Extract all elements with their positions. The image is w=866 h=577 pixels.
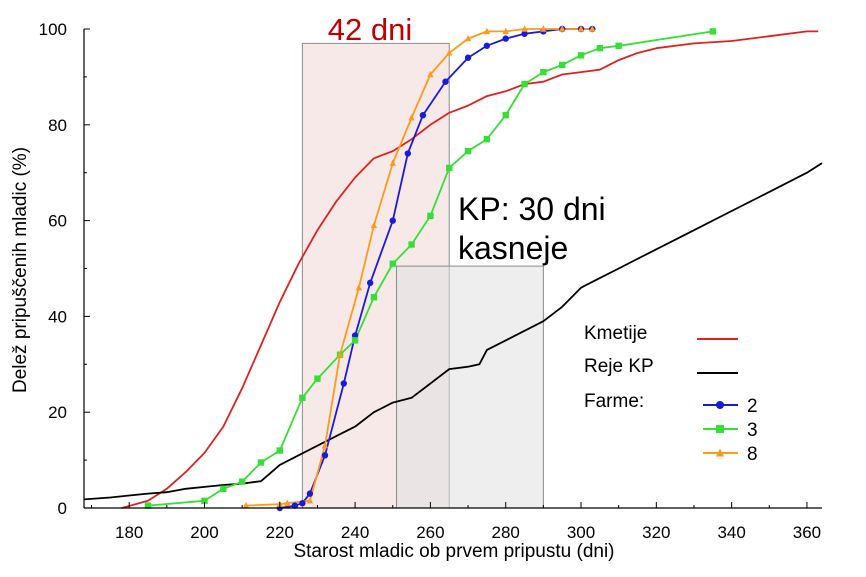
- data-point-2-16: [521, 30, 528, 37]
- x-tick-label-340: 340: [717, 523, 745, 542]
- y-tick-label-20: 20: [48, 403, 67, 422]
- data-point-2-8: [366, 279, 374, 287]
- data-point-3-3: [220, 485, 227, 493]
- legend-label-reje-kp: Reje KP: [584, 356, 654, 377]
- data-point-3-25: [709, 28, 717, 35]
- annotation-kp-30-dni: KP: 30 dni: [458, 191, 606, 227]
- x-tick-label-300: 300: [567, 523, 595, 542]
- annotation-42-dni: 42 dni: [328, 12, 412, 47]
- data-point-8-8: [370, 221, 378, 229]
- series-line-reje-kp: [83, 162, 823, 501]
- data-point-8-3: [284, 499, 291, 506]
- data-point-8-14: [483, 27, 491, 35]
- legend: Kmetije Reje KP Farme: 2 3 8: [584, 323, 758, 465]
- data-point-3-24: [615, 42, 622, 49]
- data-point-8-4: [306, 497, 314, 504]
- data-point-3-5: [257, 459, 265, 466]
- data-point-2-6: [340, 380, 348, 387]
- data-point-8-9: [389, 159, 396, 166]
- y-tick-label-80: 80: [48, 116, 67, 135]
- data-point-3-10: [351, 337, 359, 344]
- data-point-8-15: [502, 27, 509, 35]
- axes: [83, 28, 822, 509]
- data-point-8-7: [355, 283, 363, 291]
- legend-marker-farm-8: [716, 448, 724, 457]
- data-point-8-12: [446, 49, 453, 56]
- data-point-3-7: [299, 394, 306, 402]
- data-point-2-11: [419, 112, 427, 119]
- data-point-8-17: [540, 25, 547, 32]
- series-line-kmetije: [121, 30, 819, 509]
- data-point-3-4: [238, 478, 246, 485]
- legend-marker-entries: 2 3 8: [703, 396, 758, 465]
- shaded-region-2: [396, 265, 544, 509]
- data-point-2-9: [389, 217, 396, 224]
- data-point-3-1: [144, 502, 152, 509]
- legend-group-title: Farme:: [584, 391, 644, 412]
- y-tick-label-60: 60: [48, 212, 67, 231]
- data-point-3-6: [276, 447, 283, 454]
- data-point-2-4: [306, 490, 314, 497]
- legend-marker-farm-3: [716, 425, 724, 433]
- data-point-8-11: [427, 70, 434, 78]
- data-point-2-12: [442, 78, 449, 85]
- data-point-3-15: [446, 164, 453, 172]
- data-point-8-1: [242, 501, 250, 509]
- data-point-2-13: [464, 54, 472, 61]
- y-tick-label-100: 100: [39, 20, 67, 39]
- legend-label-farm-2: 2: [747, 396, 758, 417]
- data-point-3-12: [389, 260, 396, 267]
- x-tick-label-220: 220: [266, 523, 294, 542]
- data-point-3-16: [464, 147, 472, 155]
- tick-labels: 180 200 220 240 260 280 300 320 340 360 0 20 40 60 80 1…: [39, 20, 822, 542]
- series-line-8: [245, 28, 593, 507]
- y-axis-label: Delež pripuščenih mladic (%): [10, 147, 31, 393]
- data-point-8-20: [589, 25, 596, 32]
- x-tick-label-180: 180: [115, 523, 143, 542]
- data-point-2-10: [404, 150, 412, 157]
- data-point-8-6: [336, 351, 344, 358]
- data-point-3-18: [502, 112, 509, 119]
- data-point-3-13: [408, 241, 415, 248]
- annotation-kasneje: kasneje: [458, 230, 568, 266]
- data-point-8-18: [558, 25, 566, 32]
- data-point-3-8: [314, 375, 321, 382]
- legend-label-farm-8: 8: [747, 444, 758, 465]
- y-tick-label-0: 0: [58, 499, 67, 518]
- x-tick-label-260: 260: [416, 523, 444, 542]
- data-point-8-5: [321, 442, 329, 449]
- x-tick-label-360: 360: [793, 523, 821, 542]
- data-point-8-10: [408, 113, 415, 121]
- x-tick-label-320: 320: [642, 523, 670, 542]
- legend-label-kmetije: Kmetije: [584, 323, 647, 344]
- data-point-3-20: [540, 68, 547, 76]
- legend-label-farm-3: 3: [747, 420, 758, 441]
- data-point-2-15: [502, 35, 509, 42]
- data-point-3-23: [596, 44, 604, 52]
- data-point-3-11: [370, 294, 378, 301]
- data-point-8-13: [464, 34, 472, 42]
- data-point-3-17: [483, 135, 491, 143]
- data-point-2-14: [483, 42, 491, 49]
- data-point-8-16: [521, 25, 528, 32]
- data-point-8-19: [577, 25, 585, 32]
- data-point-3-21: [558, 61, 566, 69]
- data-point-2-2: [291, 502, 299, 509]
- legend-marker-farm-2: [716, 401, 724, 409]
- data-point-2-5: [321, 452, 329, 459]
- x-tick-label-200: 200: [190, 523, 218, 542]
- x-tick-label-280: 280: [492, 523, 520, 542]
- x-axis-label: Starost mladic ob prvem pripustu (dni): [293, 541, 614, 562]
- data-point-3-14: [427, 212, 434, 220]
- y-tick-label-40: 40: [48, 307, 67, 326]
- data-point-3-2: [201, 497, 208, 505]
- x-tick-label-240: 240: [341, 523, 369, 542]
- data-point-2-3: [299, 500, 306, 507]
- data-point-3-22: [577, 52, 585, 59]
- data-point-3-19: [521, 80, 528, 88]
